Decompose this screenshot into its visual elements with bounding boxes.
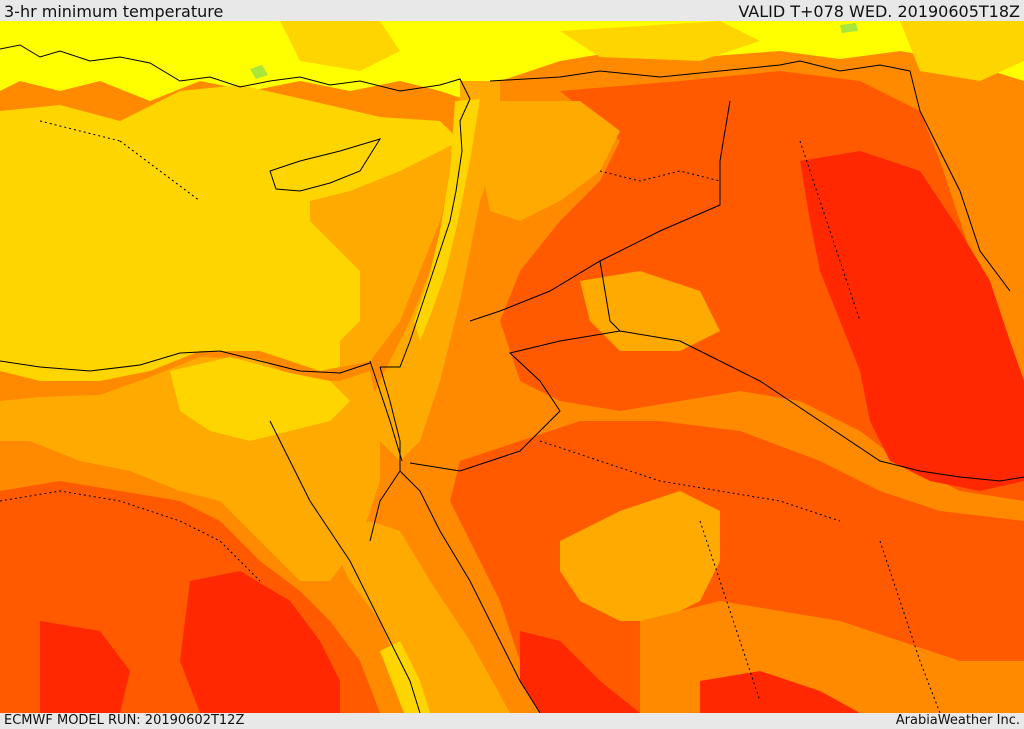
egypt-south-red xyxy=(40,571,340,713)
mediterranean-sea xyxy=(0,85,460,381)
footer-bar: ECMWF MODEL RUN: 20190602T12Z ArabiaWeat… xyxy=(0,713,1024,729)
iraq-red-region xyxy=(800,151,1024,491)
map-canvas xyxy=(0,21,1024,713)
province-borders xyxy=(0,120,941,713)
syria-amber-patch xyxy=(480,101,720,351)
red-sea-gold xyxy=(380,641,430,713)
northern-yellow-region xyxy=(0,21,1024,101)
sinai-gold xyxy=(170,357,350,441)
credit-label: ArabiaWeather Inc. xyxy=(895,713,1020,728)
model-run-label: ECMWF MODEL RUN: 20190602T12Z xyxy=(4,713,245,728)
northern-gold-patches xyxy=(280,21,1024,81)
header-bar: 3-hr minimum temperature VALID T+078 WED… xyxy=(0,0,1024,21)
valid-time: VALID T+078 WED. 20190605T18Z xyxy=(738,2,1020,21)
national-borders xyxy=(369,60,1024,482)
eastern-med-amber xyxy=(310,141,460,367)
map-title: 3-hr minimum temperature xyxy=(4,2,224,21)
arabia-amber-interior xyxy=(560,491,720,621)
red-sea xyxy=(330,521,510,713)
arabia-red-south xyxy=(520,631,860,713)
temperature-map[interactable] xyxy=(0,21,1024,713)
